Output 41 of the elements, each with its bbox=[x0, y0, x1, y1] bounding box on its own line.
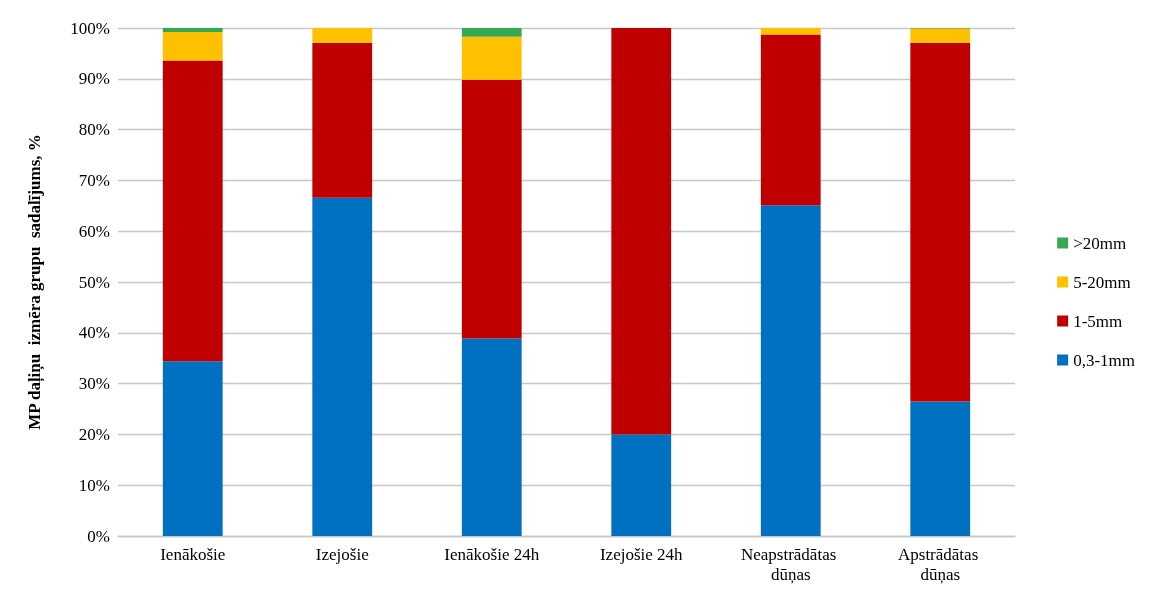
bar bbox=[910, 42, 971, 402]
bar bbox=[760, 205, 821, 536]
x-tick-label: Apstrādātas dūņas bbox=[897, 544, 983, 584]
bar bbox=[760, 34, 821, 206]
y-tick-label: 0% bbox=[87, 526, 110, 546]
bar bbox=[312, 28, 373, 43]
bar bbox=[461, 28, 522, 37]
x-tick-label: Izejošie 24h bbox=[599, 544, 684, 564]
bar bbox=[461, 36, 522, 80]
y-tick-label: 60% bbox=[78, 221, 110, 241]
legend-label: >20mm bbox=[1073, 233, 1127, 253]
legend-label: 1-5mm bbox=[1073, 311, 1123, 331]
bar bbox=[162, 32, 223, 61]
legend-label: 0,3-1mm bbox=[1073, 350, 1135, 370]
bar bbox=[910, 28, 971, 43]
bar bbox=[461, 338, 522, 536]
y-axis-title: MP daļiņu izmēra grupu sadalījums, % bbox=[25, 134, 45, 430]
bar bbox=[760, 28, 821, 35]
bar bbox=[162, 60, 223, 362]
y-tick-label: 90% bbox=[78, 69, 110, 89]
y-tick-label: 50% bbox=[78, 272, 110, 292]
y-tick-label: 30% bbox=[78, 374, 110, 394]
y-tick-label: 10% bbox=[78, 475, 110, 495]
bar bbox=[910, 401, 971, 536]
bar bbox=[611, 434, 672, 536]
x-tick-label: Izejošie bbox=[315, 544, 369, 564]
bar bbox=[312, 42, 373, 198]
bar bbox=[162, 28, 223, 33]
x-tick-label: Ienākošie 24h bbox=[444, 544, 540, 564]
x-tick-label: Neapstrādātas dūņas bbox=[740, 544, 841, 584]
bar bbox=[162, 361, 223, 536]
y-tick-label: 70% bbox=[78, 170, 110, 190]
x-tick-label: Ienākošie bbox=[160, 544, 226, 564]
bar bbox=[312, 197, 373, 536]
bar bbox=[461, 79, 522, 339]
y-tick-label: 40% bbox=[78, 323, 110, 343]
y-tick-label: 80% bbox=[78, 120, 110, 140]
bar bbox=[611, 28, 672, 435]
y-tick-label: 100% bbox=[70, 18, 110, 38]
legend-label: 5-20mm bbox=[1073, 272, 1131, 292]
y-tick-label: 20% bbox=[78, 424, 110, 444]
